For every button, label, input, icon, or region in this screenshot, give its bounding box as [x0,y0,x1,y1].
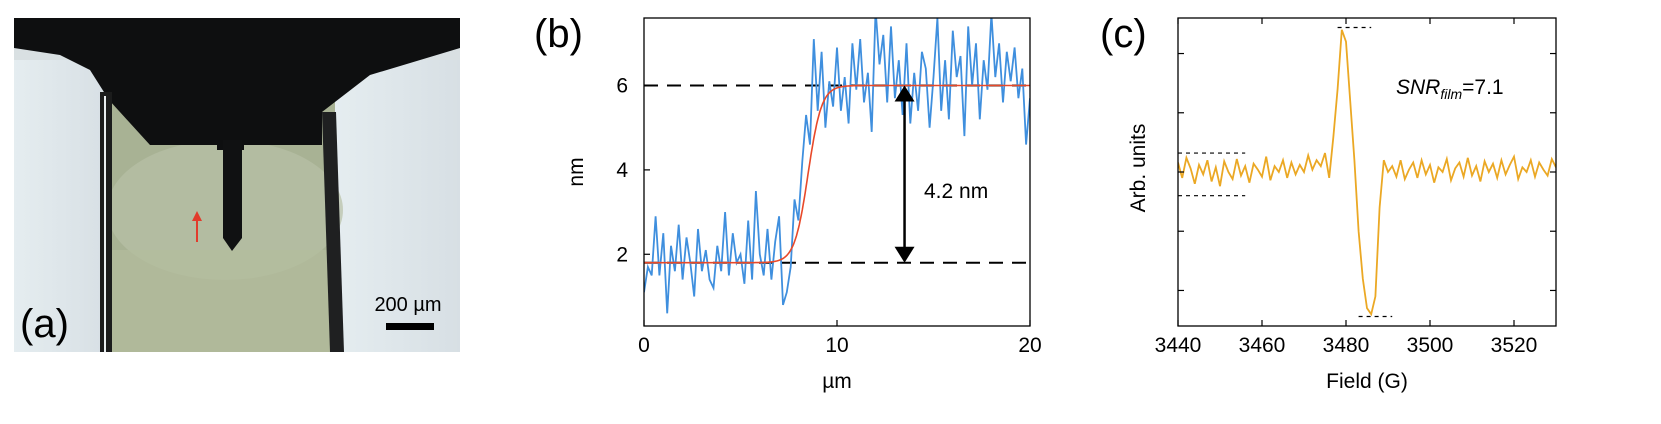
y-tick-label: 4 [616,159,628,182]
micrograph-dark-mask [14,18,460,150]
x-tick-label: 3440 [1155,334,1202,357]
panel-b-xlabel: µm [822,370,852,393]
signal-series-line [1178,29,1556,317]
y-tick-label: 2 [616,243,628,266]
snr-value: =7.1 [1462,76,1503,99]
panel-b-label: (b) [534,12,583,56]
annotation-arrowhead-up [894,85,915,102]
panel-b-ylabel: nm [565,157,588,186]
cantilever-probe [223,140,242,251]
x-tick-label: 10 [825,334,848,357]
panel-a-label: (a) [20,302,69,346]
x-tick-label: 3460 [1239,334,1286,357]
x-tick-label: 0 [638,334,650,357]
panel-a: 200 µm (a) [14,18,460,352]
fit-series-line [644,84,1030,264]
micrograph-film-lower [109,250,335,352]
panel-b-annotation: 4.2 nm [924,180,988,203]
y-tick-label: 6 [616,75,628,98]
x-tick-label: 3520 [1491,334,1538,357]
red-arrow [192,211,202,242]
scale-bar-label: 200 µm [374,294,441,316]
plot-frame [643,17,1031,327]
panel-b: (b) 0 10 20 2 4 6 nm µm 4.2 nm [534,12,1042,393]
micrograph-left-field [14,60,109,352]
panel-c-ylabel: Arb. units [1127,124,1150,213]
snr-subscript: film [1440,86,1462,102]
panel-c-label: (c) [1100,12,1147,56]
x-tick-label: 3500 [1407,334,1454,357]
data-series-line [644,18,1030,314]
panel-c: (c) 3440 3460 3480 3500 3520 Arb. units Fiel… [1100,12,1557,393]
panel-c-xlabel: Field (G) [1326,370,1408,393]
panel-c-annotation: SNRfilm=7.1 [1396,76,1504,102]
x-tick-label: 3480 [1323,334,1370,357]
annotation-arrowhead-down [894,246,915,263]
x-tick-label: 20 [1018,334,1041,357]
snr-main: SNR [1396,76,1440,99]
micrograph-right-field [335,60,460,352]
scale-bar [386,323,434,330]
micrograph-right-edge [322,112,344,352]
